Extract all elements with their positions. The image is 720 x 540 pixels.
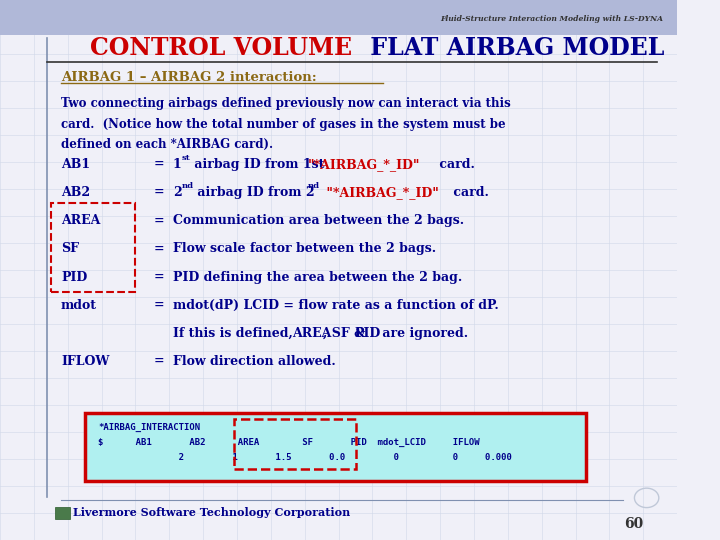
Text: airbag ID from 2: airbag ID from 2 — [193, 186, 315, 199]
Text: mdot: mdot — [61, 299, 97, 312]
Text: AB2: AB2 — [61, 186, 90, 199]
Text: "*AIRBAG_*_ID": "*AIRBAG_*_ID" — [322, 186, 438, 199]
Text: *AIRBAG_INTERACTION: *AIRBAG_INTERACTION — [98, 423, 200, 432]
Text: =: = — [154, 158, 164, 171]
FancyBboxPatch shape — [0, 0, 677, 35]
Text: =: = — [154, 242, 164, 255]
Text: card.  (Notice how the total number of gases in the system must be: card. (Notice how the total number of ga… — [61, 118, 505, 131]
Text: CONTROL VOLUME: CONTROL VOLUME — [90, 36, 352, 59]
FancyBboxPatch shape — [55, 507, 70, 519]
Text: PID defining the area between the 2 bag.: PID defining the area between the 2 bag. — [173, 271, 462, 284]
FancyBboxPatch shape — [85, 413, 585, 481]
Text: 2: 2 — [173, 186, 181, 199]
Text: st: st — [181, 154, 190, 161]
Text: =: = — [154, 299, 164, 312]
Text: PID: PID — [354, 327, 380, 340]
Text: SF: SF — [61, 242, 79, 255]
Text: =: = — [154, 214, 164, 227]
Text: If this is defined,: If this is defined, — [173, 327, 297, 340]
Text: card.: card. — [449, 186, 489, 199]
Text: Fluid-Structure Interaction Modeling with LS-DYNA: Fluid-Structure Interaction Modeling wit… — [441, 15, 664, 23]
Text: =: = — [154, 271, 164, 284]
Text: , SF &: , SF & — [323, 327, 365, 340]
Text: AREA: AREA — [292, 327, 332, 340]
Text: IFLOW: IFLOW — [61, 355, 109, 368]
Text: nd: nd — [308, 182, 320, 190]
Text: 60: 60 — [624, 517, 643, 531]
Text: Flow scale factor between the 2 bags.: Flow scale factor between the 2 bags. — [173, 242, 436, 255]
Text: Livermore Software Technology Corporation: Livermore Software Technology Corporatio… — [73, 508, 351, 518]
Text: =: = — [154, 355, 164, 368]
Text: FLAT AIRBAG MODEL: FLAT AIRBAG MODEL — [362, 36, 665, 59]
Text: are ignored.: are ignored. — [378, 327, 468, 340]
Text: mdot(dP) LCID = flow rate as a function of dP.: mdot(dP) LCID = flow rate as a function … — [173, 299, 498, 312]
Text: defined on each *AIRBAG card).: defined on each *AIRBAG card). — [61, 138, 273, 151]
Text: nd: nd — [181, 182, 194, 190]
Text: AIRBAG 1 – AIRBAG 2 interaction:: AIRBAG 1 – AIRBAG 2 interaction: — [61, 71, 317, 84]
Text: Communication area between the 2 bags.: Communication area between the 2 bags. — [173, 214, 464, 227]
Text: AREA: AREA — [61, 214, 100, 227]
Text: airbag ID from 1st: airbag ID from 1st — [190, 158, 329, 171]
Text: $      AB1       AB2      AREA        SF       PID  mdot_LCID     IFLOW: $ AB1 AB2 AREA SF PID mdot_LCID IFLOW — [98, 438, 480, 447]
Text: PID: PID — [61, 271, 87, 284]
Text: card.: card. — [436, 158, 475, 171]
Text: "*AIRBAG_*_ID": "*AIRBAG_*_ID" — [308, 158, 420, 171]
Text: 1: 1 — [173, 158, 181, 171]
Text: Two connecting airbags defined previously now can interact via this: Two connecting airbags defined previousl… — [61, 97, 510, 110]
Text: Flow direction allowed.: Flow direction allowed. — [173, 355, 336, 368]
Text: =: = — [154, 186, 164, 199]
Text: 2         1       1.5       0.0         0          0     0.000: 2 1 1.5 0.0 0 0 0.000 — [98, 454, 512, 462]
Text: AB1: AB1 — [61, 158, 90, 171]
